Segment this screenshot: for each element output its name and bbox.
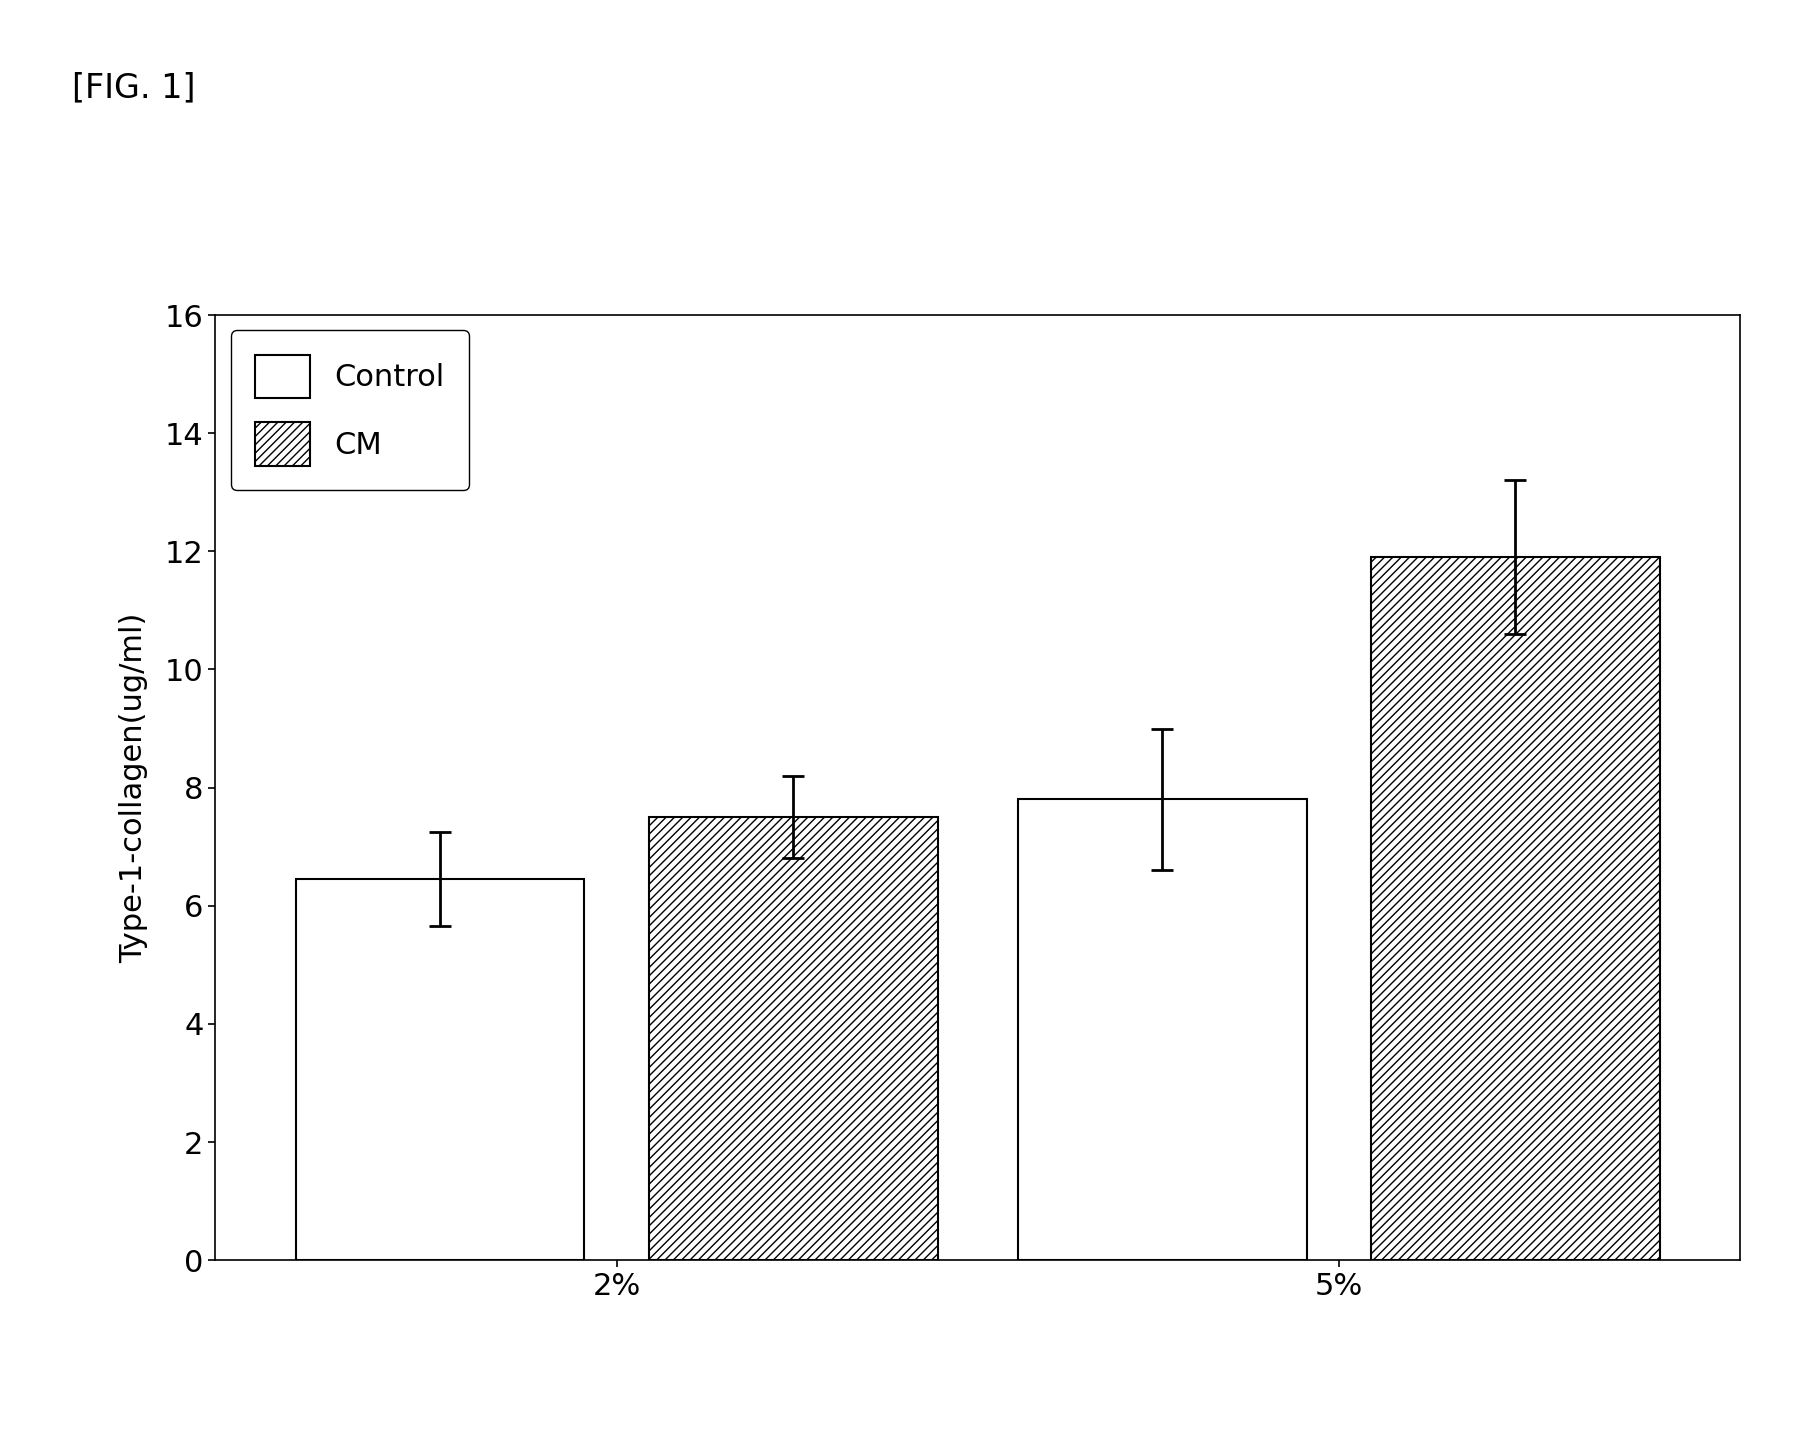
Legend: Control, CM: Control, CM — [231, 331, 470, 490]
Text: [FIG. 1]: [FIG. 1] — [72, 72, 196, 105]
Y-axis label: Type-1-collagen(ug/ml): Type-1-collagen(ug/ml) — [118, 613, 149, 962]
Bar — [296, 879, 585, 1260]
Bar — [1017, 799, 1306, 1260]
Bar — [1371, 557, 1659, 1260]
Bar — [649, 818, 938, 1260]
